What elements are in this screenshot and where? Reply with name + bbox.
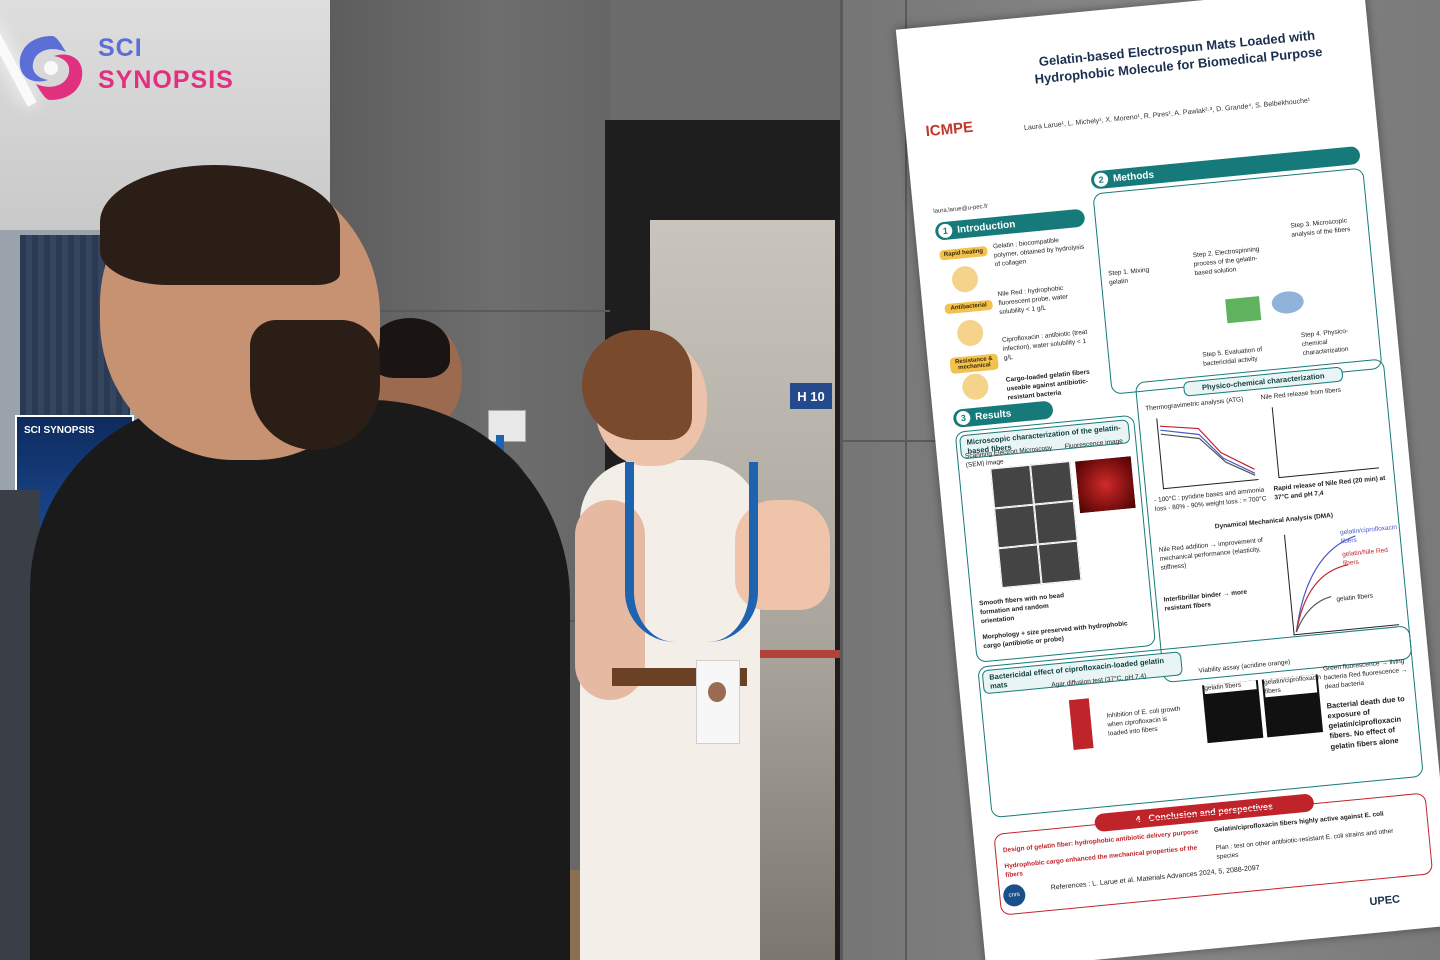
bacteria-icon bbox=[956, 318, 985, 348]
intro-tag: Resistance & mechanical bbox=[949, 353, 999, 374]
section-number: 2 bbox=[1093, 172, 1109, 188]
sem-image bbox=[990, 464, 1034, 509]
section-title: Results bbox=[974, 407, 1012, 423]
wall-panel-line bbox=[330, 310, 610, 312]
dma-plot bbox=[1283, 524, 1400, 636]
intro-item: Ciprofloxacin : antibiotic (treat infect… bbox=[1001, 328, 1088, 362]
poster-title: Gelatin-based Electrospun Mats Loaded wi… bbox=[1033, 27, 1324, 87]
intro-tag: Antibacterial bbox=[944, 299, 994, 315]
atg-curve bbox=[1160, 429, 1256, 474]
presenter-hair bbox=[582, 330, 692, 440]
section-title: Introduction bbox=[956, 218, 1016, 236]
sci-synopsis-watermark: SCI SYNOPSIS bbox=[12, 28, 242, 108]
sci-synopsis-logo-icon bbox=[19, 36, 83, 100]
watermark-line1: SCI bbox=[98, 34, 143, 62]
room-sign: H 10 bbox=[790, 383, 832, 409]
wall-panel-line bbox=[840, 0, 843, 960]
poster-authors: Laura Larue¹, L. Michely¹, X. Moreno¹, R… bbox=[1023, 97, 1311, 132]
section-number: 3 bbox=[955, 410, 971, 426]
man-hair bbox=[100, 165, 340, 285]
section-title: Methods bbox=[1112, 169, 1155, 185]
wall-panel-line bbox=[840, 440, 940, 442]
sem-image bbox=[1037, 540, 1082, 585]
atg-curve bbox=[1160, 433, 1256, 476]
intro-item: Nile Red : hydrophobic fluorescent probe… bbox=[997, 284, 1069, 316]
section-number: 1 bbox=[937, 223, 953, 239]
badge-photo bbox=[708, 682, 726, 702]
man-beard bbox=[250, 320, 380, 450]
nile-release-plot bbox=[1271, 397, 1380, 479]
intro-item: Gelatin : biocompatible polymer, obtaine… bbox=[992, 237, 1085, 268]
dma-curve bbox=[1295, 564, 1349, 633]
thermometer-icon bbox=[961, 372, 990, 401]
atg-plot bbox=[1156, 409, 1259, 490]
name-badge bbox=[696, 660, 740, 744]
sem-image bbox=[1033, 500, 1078, 545]
door-push-bar bbox=[740, 650, 840, 658]
lanyard bbox=[625, 462, 758, 642]
sem-image bbox=[994, 504, 1038, 549]
poster-email: laura.larue@u-pec.fr bbox=[933, 203, 989, 215]
sem-image bbox=[997, 544, 1042, 589]
woman-purple-hair bbox=[370, 318, 450, 378]
dma-curve bbox=[1295, 535, 1356, 633]
atg-curves bbox=[1159, 425, 1256, 476]
side-banner-text: SCI SYNOPSIS bbox=[24, 425, 95, 436]
watermark-line2: SYNOPSIS bbox=[98, 66, 234, 94]
man-black-jacket bbox=[30, 400, 570, 960]
intro-tag: Rapid healing bbox=[939, 245, 988, 261]
microscope-image bbox=[1225, 296, 1262, 324]
atg-curve bbox=[1159, 425, 1255, 470]
scientific-poster: ICMPE Gelatin-based Electrospun Mats Loa… bbox=[895, 0, 1440, 960]
poster-institute-logo: ICMPE bbox=[924, 118, 974, 141]
wall-panel-line bbox=[905, 0, 907, 960]
intro-goal: Cargo-loaded gelatin fibers useable agai… bbox=[1005, 368, 1091, 402]
bandage-icon bbox=[950, 265, 980, 294]
dma-curves bbox=[1295, 535, 1356, 633]
sem-image bbox=[1030, 460, 1074, 505]
bacterial-death-note: Bacterial death due to exposure of gelat… bbox=[1326, 694, 1406, 751]
dma-curve bbox=[1295, 596, 1332, 633]
upec-logo: UPEC bbox=[1369, 893, 1401, 909]
fluorescence-image bbox=[1073, 455, 1137, 515]
